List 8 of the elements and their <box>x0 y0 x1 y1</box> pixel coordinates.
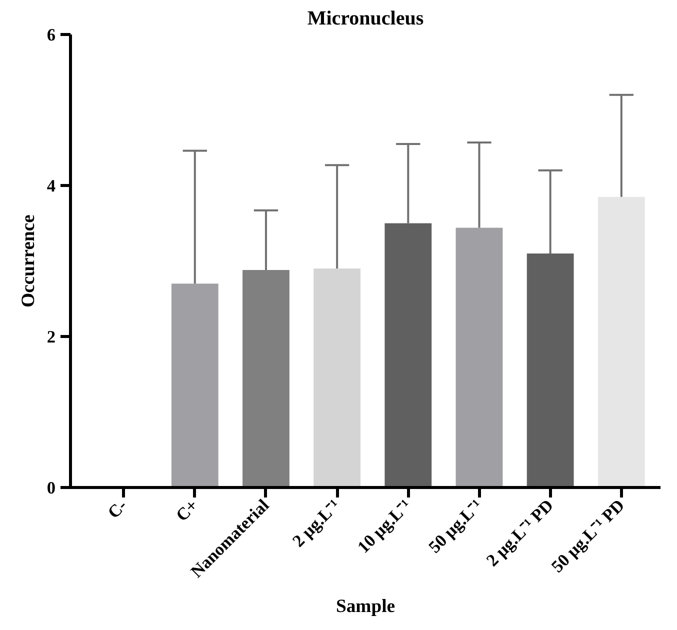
y-tick-label: 0 <box>46 478 56 498</box>
x-tick-label: C- <box>104 496 131 522</box>
y-tick-label: 4 <box>46 176 56 196</box>
x-axis-title: Sample <box>336 596 396 618</box>
chart-title: Micronucleus <box>307 8 424 30</box>
y-tick-label: 2 <box>46 328 56 346</box>
y-axis-title: Occurrence <box>18 214 39 308</box>
y-tick-label: 6 <box>46 26 56 44</box>
